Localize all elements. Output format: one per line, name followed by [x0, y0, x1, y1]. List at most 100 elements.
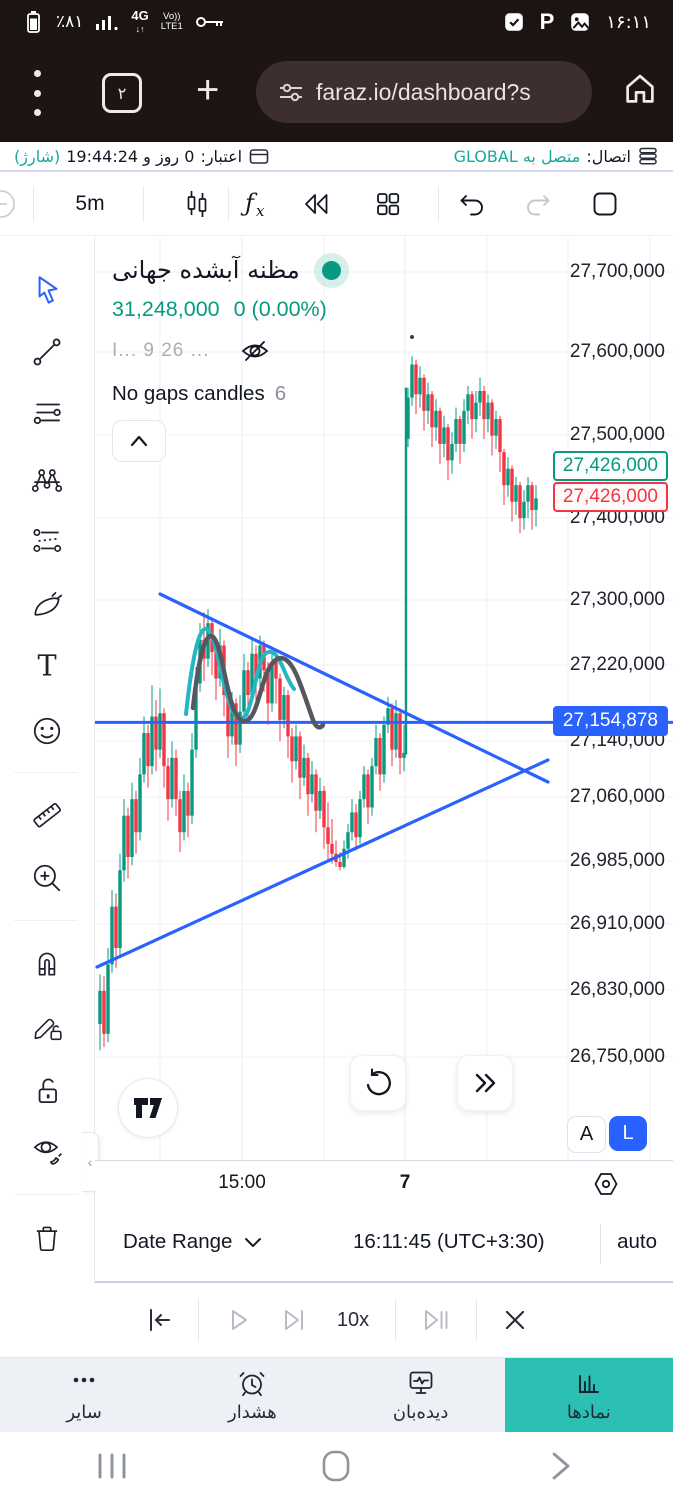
key-icon [195, 17, 223, 27]
credit-label: اعتبار: [200, 146, 243, 166]
battery-icon [27, 11, 40, 33]
time-axis[interactable]: 15:00 7 [95, 1160, 673, 1206]
overlay-indicator-row[interactable]: No gaps candles 6 [112, 382, 286, 406]
indicators-button[interactable]: ƒ x [230, 172, 280, 235]
app-bottom-nav: نمادها دیده‌بان هشدار سایر [0, 1358, 673, 1432]
nav-tab-alerts[interactable]: هشدار [168, 1358, 336, 1432]
date-range-button[interactable]: Date Range [123, 1230, 262, 1254]
overlay-value: 6 [274, 382, 287, 405]
back-button[interactable] [449, 1451, 673, 1481]
chart-style-button[interactable] [172, 172, 222, 235]
home-nav-button[interactable] [224, 1449, 448, 1483]
xabcd-pattern-tool-icon[interactable] [30, 463, 64, 497]
add-symbol-icon[interactable] [0, 172, 16, 235]
axis-settings-icon[interactable] [591, 1170, 621, 1198]
indicator-summary: I... 9 26 ... [112, 340, 210, 361]
last-price: 31,248,000 [112, 297, 220, 321]
clock-time: ۱۶:۱۱ [606, 11, 651, 33]
credit-card-icon [249, 149, 269, 164]
tab-switcher-button[interactable]: ۲ [102, 73, 142, 113]
nav-tab-watchlist[interactable]: دیده‌بان [337, 1358, 505, 1432]
chevron-right-icon [552, 1452, 570, 1480]
time-axis-label: 15:00 [218, 1172, 266, 1193]
measure-tool-icon[interactable] [30, 798, 64, 832]
undo-button[interactable] [446, 172, 498, 235]
redo-button[interactable] [512, 172, 564, 235]
legend-collapse-button[interactable] [112, 420, 166, 462]
square-icon [593, 192, 617, 215]
eye-off-icon[interactable] [238, 336, 272, 366]
new-tab-button[interactable]: + [196, 68, 220, 112]
layout-button[interactable] [362, 172, 414, 235]
battery-percent: ٪۸۱ [56, 12, 84, 32]
auto-timezone-button[interactable]: auto [617, 1230, 657, 1253]
tradingview-mark-icon [134, 1098, 162, 1118]
projection-tool-icon[interactable] [30, 524, 64, 558]
recents-icon [98, 1453, 126, 1479]
timeframe-button[interactable]: 5m [75, 191, 105, 215]
replay-controls-bar: 10x [0, 1283, 673, 1358]
play-button[interactable] [221, 1303, 255, 1337]
text-tool-icon[interactable]: T [30, 649, 64, 683]
close-replay-button[interactable] [499, 1304, 531, 1336]
zoom-in-tool-icon[interactable] [30, 861, 64, 895]
grid-layout-icon [377, 192, 400, 215]
price-chart-canvas[interactable] [95, 236, 673, 1160]
address-bar[interactable]: faraz.io/dashboard?s [256, 61, 592, 123]
cursor-tool-icon[interactable] [30, 273, 64, 307]
delete-tool-icon[interactable] [30, 1220, 64, 1254]
fast-forward-to-end-button[interactable] [418, 1303, 454, 1337]
symbol-legend[interactable]: مظنه آبشده جهانی [112, 256, 341, 284]
browser-menu-icon[interactable] [34, 70, 42, 116]
chart-toolbar: 5m ƒ x [0, 172, 673, 236]
svg-text:T: T [37, 649, 56, 683]
home-button[interactable] [622, 71, 658, 107]
tradingview-logo[interactable] [118, 1078, 178, 1138]
unlock-tool-icon[interactable] [30, 1074, 64, 1108]
time-axis-label: 7 [399, 1172, 411, 1193]
candlestick-icon [187, 190, 207, 217]
snapshot-button[interactable] [578, 172, 632, 235]
nav-tab-more[interactable]: سایر [0, 1358, 168, 1432]
replay-button[interactable] [290, 172, 342, 235]
alarm-clock-icon [239, 1372, 265, 1397]
price-change: 0 (0.00%) [233, 297, 327, 321]
scroll-to-latest-button[interactable] [457, 1055, 513, 1111]
undo-icon [460, 194, 483, 215]
symbol-price-row: 31,248,000 0 (0.00%) [112, 297, 327, 322]
credit-value: 0 روز و 19:44:24 [66, 146, 195, 166]
market-status-dot [321, 260, 341, 280]
indicator-row[interactable]: I... 9 26 ... [112, 336, 272, 366]
hide-drawings-tool-icon[interactable] [30, 1134, 64, 1168]
android-status-bar: ٪۸۱ 4G ↓↑ Vo)) LTE1 P ۱۶:۱۱ [0, 0, 673, 44]
screenshot-notification-icon [571, 13, 590, 31]
step-forward-button[interactable] [277, 1303, 311, 1337]
reset-chart-button[interactable] [350, 1055, 406, 1111]
log-scale-button[interactable]: L [609, 1116, 647, 1151]
nav-tab-symbols[interactable]: نمادها [504, 1358, 673, 1432]
trendline-tool-icon[interactable] [30, 335, 64, 369]
auto-scale-button[interactable]: A [567, 1116, 606, 1153]
replay-speed-button[interactable]: 10x [336, 1308, 370, 1331]
recents-button[interactable] [0, 1453, 224, 1479]
svg-text:x: x [256, 202, 265, 220]
connection-status: اتصال: متصل به GLOBAL [454, 146, 659, 166]
url-text: faraz.io/dashboard?s [316, 78, 531, 105]
session-clock[interactable]: 16:11:45 (UTC+3:30) [353, 1230, 545, 1253]
android-nav-bar [0, 1432, 673, 1500]
refresh-icon [366, 1068, 391, 1096]
fib-retracement-tool-icon[interactable] [30, 396, 64, 430]
overlay-name: No gaps candles [112, 382, 265, 405]
credit-info: اعتبار: 0 روز و 19:44:24 (شارژ) [14, 146, 270, 166]
checkbox-notification-icon [504, 13, 523, 31]
magnet-tool-icon[interactable] [30, 946, 64, 980]
drawing-lock-tool-icon[interactable] [30, 1008, 64, 1042]
server-icon [639, 147, 657, 165]
recharge-link[interactable]: (شارژ) [14, 146, 61, 166]
volte-indicator: Vo)) LTE1 [160, 11, 183, 32]
emoji-tool-icon[interactable] [30, 714, 64, 748]
rewind-icon [305, 193, 328, 214]
jump-to-start-button[interactable] [142, 1303, 176, 1337]
brush-tool-icon[interactable] [30, 587, 64, 621]
drawing-toolbar: T [0, 236, 99, 1283]
